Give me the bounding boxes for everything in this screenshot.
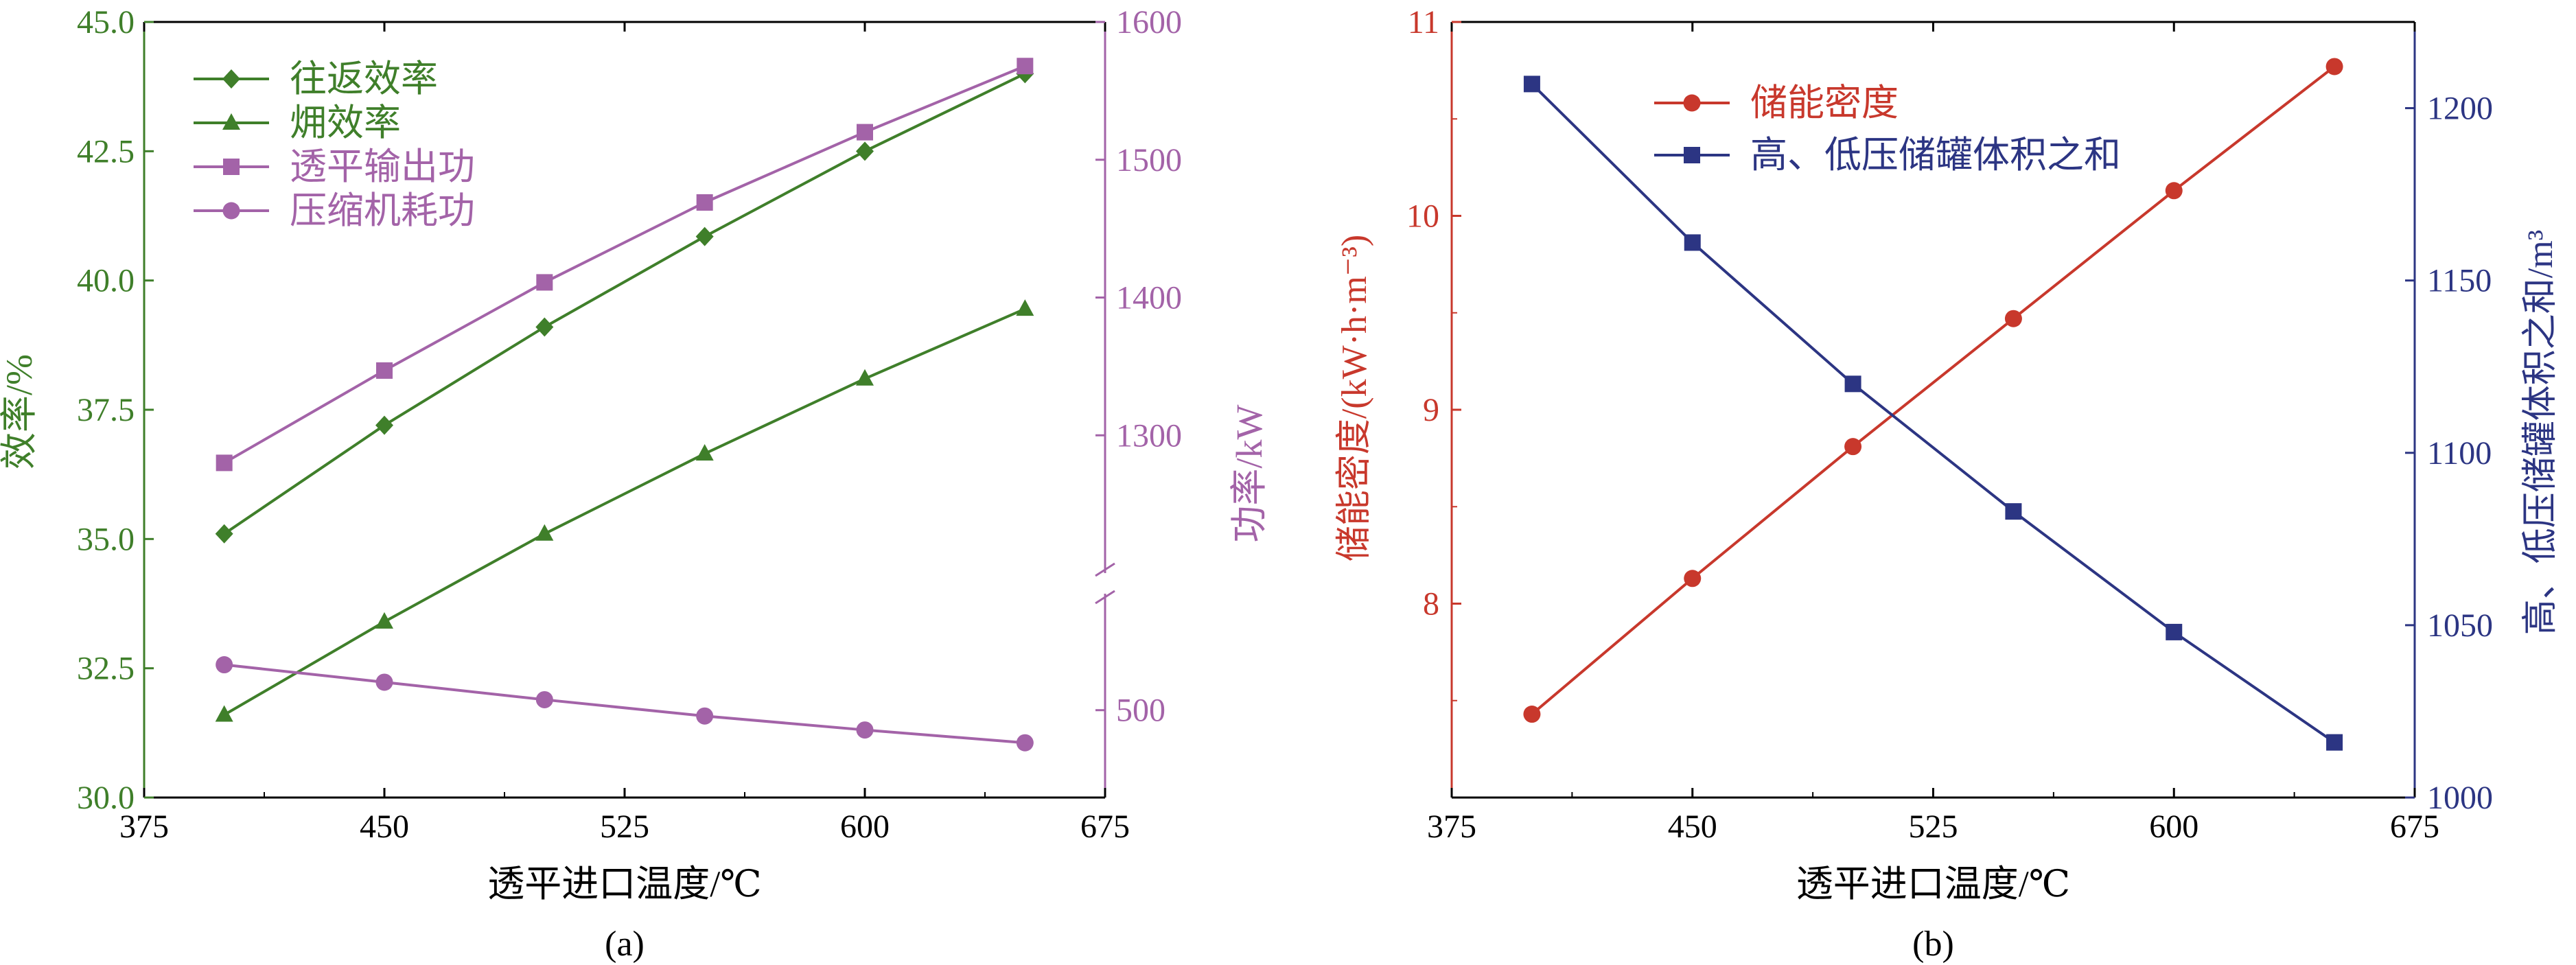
legend-label: 㶲效率 xyxy=(290,102,401,143)
x-tick-label: 450 xyxy=(360,809,409,845)
series-line xyxy=(1531,65,2336,716)
data-point xyxy=(216,656,233,674)
legend-marker xyxy=(1684,147,1700,163)
y-left-tick-label: 42.5 xyxy=(77,133,135,170)
data-point xyxy=(1684,234,1701,251)
data-point xyxy=(2004,310,2022,327)
y-right-tick-label: 1100 xyxy=(2427,435,2492,472)
panel-label: (a) xyxy=(605,925,645,964)
series-line xyxy=(223,307,1026,717)
data-point xyxy=(535,317,554,337)
legend-label: 高、低压储罐体积之和 xyxy=(1750,135,2121,176)
data-point xyxy=(857,124,873,141)
legend-marker xyxy=(223,159,240,175)
data-point xyxy=(856,369,874,386)
y-right-axis-label: 高、低压储罐体积之和/m³ xyxy=(2521,230,2560,636)
data-point xyxy=(1844,375,1861,393)
data-point xyxy=(856,721,874,739)
y-right-tick-label: 1200 xyxy=(2427,91,2493,127)
data-point xyxy=(1523,75,1540,93)
y-left-tick-label: 40.0 xyxy=(77,263,135,299)
data-point xyxy=(1016,734,1034,752)
legend-marker xyxy=(1683,94,1701,112)
y-right-tick-label: 1150 xyxy=(2427,263,2492,299)
y-left-tick-label: 11 xyxy=(1408,4,1439,40)
axis-break-mark xyxy=(1095,590,1115,605)
data-point xyxy=(2166,623,2183,640)
y-left-tick-label: 37.5 xyxy=(77,392,135,428)
x-tick-label: 600 xyxy=(840,809,890,845)
y-right-tick-label: 1500 xyxy=(1116,142,1182,178)
legend-marker xyxy=(222,202,240,220)
data-point xyxy=(2325,58,2343,75)
x-axis-label: 透平进口温度/℃ xyxy=(487,863,761,905)
x-tick-label: 375 xyxy=(119,809,169,845)
data-point xyxy=(1016,299,1034,316)
y-right-tick-label: 1050 xyxy=(2427,607,2493,644)
legend-label: 透平输出功 xyxy=(290,146,475,187)
series-line xyxy=(224,663,1025,745)
series-line xyxy=(223,65,1026,465)
x-tick-label: 450 xyxy=(1668,809,1717,845)
y-right-axis-label: 功率/kW xyxy=(1229,404,1270,542)
data-point xyxy=(376,362,393,379)
legend-label: 储能密度 xyxy=(1750,82,1899,124)
x-tick-label: 525 xyxy=(600,809,649,845)
y-left-tick-label: 30.0 xyxy=(77,780,135,816)
legend-label: 往返效率 xyxy=(290,58,438,100)
data-point xyxy=(856,141,874,161)
x-tick-label: 375 xyxy=(1427,809,1476,845)
y-left-tick-label: 8 xyxy=(1423,586,1439,623)
data-point xyxy=(695,226,714,246)
data-point xyxy=(1523,706,1541,723)
data-point xyxy=(1684,570,1702,588)
legend-label: 压缩机耗功 xyxy=(290,190,475,231)
data-point xyxy=(1017,58,1034,75)
y-left-tick-label: 32.5 xyxy=(77,651,135,687)
data-point xyxy=(215,524,233,544)
y-left-axis-label: 储能密度/(kW·h·m⁻³) xyxy=(1335,235,1374,561)
series-line xyxy=(1531,82,2336,744)
data-point xyxy=(1844,438,1862,456)
y-left-tick-label: 10 xyxy=(1406,198,1439,235)
x-tick-label: 525 xyxy=(1909,809,1958,845)
y-right-tick-label: 1000 xyxy=(2427,780,2493,816)
data-point xyxy=(535,690,553,708)
y-right-tick-label: 1300 xyxy=(1116,417,1182,454)
y-left-tick-label: 35.0 xyxy=(77,521,135,557)
x-tick-label: 600 xyxy=(2149,809,2198,845)
y-left-tick-label: 9 xyxy=(1423,392,1439,428)
legend-marker xyxy=(222,69,240,89)
axis-break-mark xyxy=(1095,562,1115,577)
data-point xyxy=(375,415,393,435)
data-point xyxy=(535,524,554,541)
data-point xyxy=(2165,182,2183,200)
data-point xyxy=(536,274,553,291)
data-point xyxy=(215,705,233,722)
data-point xyxy=(696,707,714,725)
data-point xyxy=(695,444,714,461)
legend-marker xyxy=(222,113,240,130)
panel-label: (b) xyxy=(1912,925,1954,964)
y-right-tick-label: 1600 xyxy=(1116,4,1182,40)
x-tick-label: 675 xyxy=(1080,809,1130,845)
data-point xyxy=(696,194,713,211)
data-point xyxy=(2326,734,2343,751)
data-point xyxy=(375,612,393,629)
data-point xyxy=(216,454,233,472)
x-axis-label: 透平进口温度/℃ xyxy=(1796,863,2070,905)
x-tick-label: 675 xyxy=(2390,809,2439,845)
y-left-axis-label: 效率/% xyxy=(0,354,40,469)
y-right-tick-label: 1400 xyxy=(1116,280,1182,316)
y-right-tick-label: 500 xyxy=(1116,693,1165,729)
panel-a: 375 450 525 600 675 30.0 32.5 35.0 37.5 40.0 42.5 4… xyxy=(0,4,1270,964)
y-left-tick-label: 45.0 xyxy=(77,4,135,40)
data-point xyxy=(2005,503,2022,520)
panel-b: 375 450 525 600 675 8 9 10 11 1000 1050 1100 1150 120… xyxy=(1335,4,2560,964)
series-line xyxy=(223,72,1026,535)
data-point xyxy=(375,673,393,691)
